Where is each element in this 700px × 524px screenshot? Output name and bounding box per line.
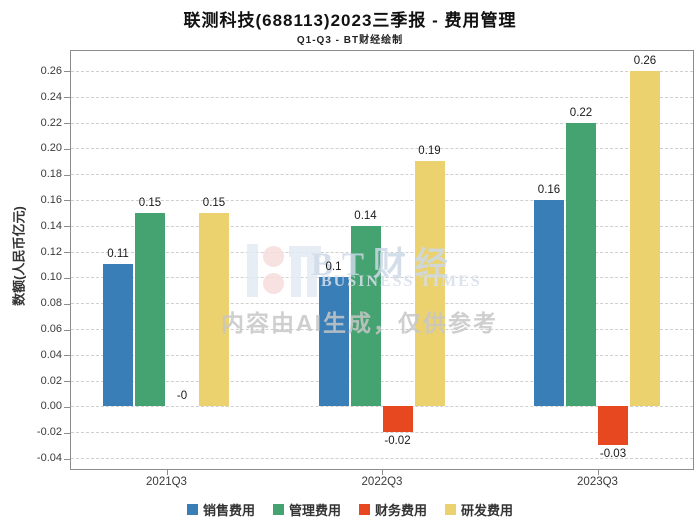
x-tick-mark: [597, 470, 599, 475]
bt-logo-icon: [263, 246, 284, 267]
bar-value-label: 0.15: [202, 196, 226, 209]
gridline: [71, 225, 693, 227]
legend-swatch: [359, 504, 370, 515]
gridline: [71, 199, 693, 201]
legend-item-销售费用: 销售费用: [186, 500, 255, 519]
bar-管理费用-2023Q3: [566, 122, 596, 407]
y-tick-label: 0.24: [40, 90, 62, 103]
legend-swatch: [445, 504, 457, 515]
gridline: [71, 70, 693, 72]
bar-财务费用-2023Q3: [598, 406, 628, 446]
x-tick-label: 2022Q3: [361, 476, 403, 488]
legend-swatch: [186, 504, 198, 515]
x-tick-mark: [382, 470, 383, 475]
legend-label: 财务费用: [375, 503, 428, 518]
y-tick-label: 0.06: [40, 323, 62, 335]
x-tick-label: 2021Q3: [146, 476, 187, 488]
legend-label: 研发费用: [461, 503, 514, 518]
x-tick-mark: [166, 470, 168, 475]
y-tick-label: 0.26: [40, 64, 62, 77]
y-tick-label: 0.18: [40, 168, 62, 181]
y-tick-mark: [64, 123, 70, 124]
y-tick-label: 0.12: [40, 245, 62, 258]
gridline: [71, 303, 693, 305]
bar-value-label: 0.15: [138, 196, 162, 209]
gridline: [71, 122, 693, 124]
bar-销售费用-2021Q3: [103, 264, 133, 407]
bar-value-label: 0.19: [418, 145, 441, 158]
bar-研发费用-2021Q3: [199, 212, 229, 407]
x-tick-label: 2023Q3: [577, 476, 618, 488]
y-tick-mark: [64, 303, 70, 305]
y-tick-mark: [64, 174, 70, 176]
y-tick-mark: [64, 329, 70, 331]
gridline: [71, 458, 693, 460]
y-tick-label: 0.02: [40, 374, 62, 387]
bar-财务费用-2022Q3: [382, 406, 413, 433]
y-tick-mark: [64, 200, 70, 202]
legend-item-研发费用: 研发费用: [445, 500, 513, 519]
y-tick-mark: [64, 381, 70, 383]
bar-value-label: 0.1: [325, 261, 342, 274]
y-tick-label: 0.14: [40, 219, 62, 232]
gridline: [71, 174, 693, 176]
y-tick-mark: [64, 355, 70, 357]
gridline: [71, 148, 693, 150]
gridline: [71, 96, 693, 98]
y-tick-mark: [64, 148, 70, 150]
bar-研发费用-2022Q3: [414, 161, 445, 407]
y-tick-mark: [64, 458, 70, 460]
gridline: [71, 432, 693, 434]
y-tick-mark: [64, 252, 70, 254]
y-tick-mark: [64, 277, 70, 279]
gridline: [71, 354, 693, 356]
y-tick-label: 0.22: [40, 116, 62, 129]
bar-value-label: -0: [176, 390, 188, 403]
y-tick-label: -0.04: [36, 452, 62, 465]
bar-管理费用-2022Q3: [350, 225, 381, 407]
chart-legend: 销售费用 管理费用 财务费用 研发费用: [0, 500, 700, 519]
bar-value-label: 0.16: [537, 183, 561, 196]
y-tick-label: -0.02: [36, 426, 62, 439]
legend-label: 销售费用: [202, 503, 255, 518]
y-tick-label: 0.10: [40, 271, 62, 284]
y-tick-label: 0.20: [40, 142, 62, 155]
bar-value-label: 0.22: [569, 106, 593, 119]
y-tick-mark: [64, 406, 70, 408]
bt-logo-icon: [263, 273, 284, 294]
gridline: [71, 251, 693, 253]
y-tick-label: 0.00: [40, 400, 62, 413]
legend-item-管理费用: 管理费用: [272, 500, 341, 519]
y-tick-label: 0.08: [40, 297, 62, 310]
y-tick-label: 0.16: [40, 193, 62, 206]
y-tick-label: 0.04: [40, 348, 62, 361]
y-tick-mark: [64, 71, 70, 73]
bar-管理费用-2021Q3: [135, 212, 165, 407]
gridline: [71, 406, 693, 408]
gridline: [71, 277, 693, 279]
chart-subtitle: Q1-Q3 - BT财经绘制: [296, 35, 404, 46]
y-tick-mark: [64, 432, 70, 434]
y-tick-mark: [64, 97, 70, 99]
legend-item-财务费用: 财务费用: [359, 500, 427, 519]
bar-value-label: 0.11: [107, 248, 129, 261]
chart-title: 联测科技(688113)2023三季报 - 费用管理: [183, 11, 517, 30]
bar-value-label: -0.02: [384, 435, 411, 448]
bar-value-label: 0.26: [633, 54, 657, 67]
bar-研发费用-2023Q3: [630, 70, 660, 407]
gridline: [71, 329, 693, 330]
bar-value-label: -0.03: [599, 448, 627, 461]
bar-销售费用-2022Q3: [318, 277, 349, 407]
bar-value-label: 0.14: [354, 209, 377, 222]
legend-swatch: [272, 504, 284, 515]
plot-area: BT财经 BUSINESS TIMES 内容由AI生成，仅供参考 0.11 0.1…: [70, 50, 694, 470]
legend-label: 管理费用: [288, 503, 341, 518]
bar-销售费用-2023Q3: [534, 199, 564, 407]
y-tick-mark: [64, 226, 70, 228]
gridline: [71, 380, 693, 382]
